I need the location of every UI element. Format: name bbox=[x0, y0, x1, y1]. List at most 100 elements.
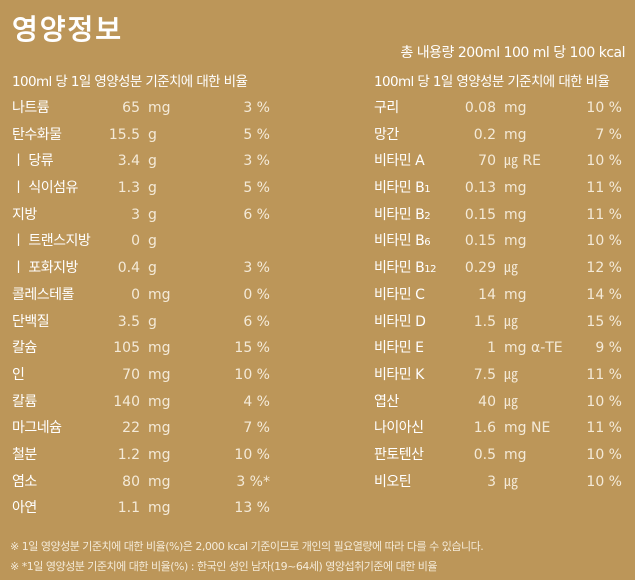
nutrient-name-text: 비타민 E bbox=[374, 340, 424, 357]
nutrient-amount: 65 bbox=[122, 100, 140, 116]
nutrient-name-text: 지방 bbox=[12, 206, 37, 223]
nutrient-row: 인 70 mg 10 % bbox=[12, 363, 272, 390]
nutrient-name: 판토텐산 bbox=[374, 443, 424, 469]
nutrient-amount: 80 bbox=[122, 473, 140, 490]
nutrient-row: 단백질 3.5 g 6 % bbox=[12, 310, 272, 337]
nutrient-percent: 15 % bbox=[586, 313, 622, 330]
nutrient-row: 염소 80 mg 3 %* bbox=[12, 470, 272, 497]
nutrient-amount: 1.2 bbox=[117, 446, 140, 463]
nutrient-amount: 0.29 bbox=[464, 260, 496, 277]
nutrient-amount: 3 bbox=[487, 473, 496, 490]
footnote: ※ *1일 영양성분 기준치에 대한 비율(%) : 한국인 성인 남자(19~… bbox=[10, 560, 438, 573]
nutrient-unit: g bbox=[148, 180, 157, 197]
nutrient-name-text: 철분 bbox=[12, 446, 37, 463]
nutrient-row: 비타민 B12 0.29 ㎍ 12 % bbox=[374, 256, 629, 283]
nutrient-row: 지방 3 g 6 % bbox=[12, 203, 272, 230]
nutrient-name-text: ㅣ 당류 bbox=[12, 153, 54, 170]
nutrient-name: 나트륨 bbox=[12, 96, 50, 122]
nutrient-name-text: 콜레스테롤 bbox=[12, 286, 74, 303]
nutrient-name-text: 망간 bbox=[374, 126, 399, 143]
nutrient-unit: mg bbox=[148, 340, 171, 357]
nutrient-row: 철분 1.2 mg 10 % bbox=[12, 443, 272, 470]
nutrient-amount: 70 bbox=[122, 366, 140, 383]
nutrient-name-text: 아연 bbox=[12, 500, 37, 517]
nutrient-row: 칼슘 105 mg 15 % bbox=[12, 336, 272, 363]
nutrient-percent: 9 % bbox=[595, 340, 622, 357]
total-content: 총 내용량 200ml 100 ml 당 100 kcal bbox=[400, 45, 625, 61]
nutrient-percent: 3 % bbox=[243, 100, 270, 116]
nutrient-name: 나이아신 bbox=[374, 416, 424, 442]
nutrient-name-text: 단백질 bbox=[12, 313, 50, 330]
nutrient-percent: 14 % bbox=[586, 286, 622, 303]
nutrient-row: ㅣ 식이섬유 1.3 g 5 % bbox=[12, 176, 272, 203]
nutrient-percent: 5 % bbox=[243, 180, 270, 197]
nutrient-name-text: 비타민 B bbox=[374, 180, 425, 197]
nutrient-amount: 15.5 bbox=[108, 126, 140, 143]
nutrient-name: 비타민 A bbox=[374, 149, 425, 175]
nutrient-row: 칼륨 140 mg 4 % bbox=[12, 390, 272, 417]
nutrient-percent: 7 % bbox=[243, 420, 270, 437]
nutrient-unit: mg bbox=[148, 500, 171, 517]
nutrient-percent: 11 % bbox=[586, 420, 622, 437]
nutrient-amount: 0.5 bbox=[473, 446, 496, 463]
nutrient-amount: 40 bbox=[478, 393, 496, 410]
nutrient-name-text: 비타민 K bbox=[374, 366, 424, 383]
nutrient-name-text: 비오틴 bbox=[374, 473, 412, 490]
nutrient-row: 비타민 B1 0.13 mg 11 % bbox=[374, 176, 629, 203]
nutrient-row: 비타민 D 1.5 ㎍ 15 % bbox=[374, 310, 629, 337]
nutrient-name-text: 나이아신 bbox=[374, 420, 424, 437]
nutrient-row: 비타민 E 1 mg α-TE 9 % bbox=[374, 336, 629, 363]
nutrient-unit: mg bbox=[504, 100, 527, 116]
nutrient-amount: 1.1 bbox=[117, 500, 140, 517]
nutrient-amount: 105 bbox=[113, 340, 140, 357]
nutrient-row: 비오틴 3 ㎍ 10 % bbox=[374, 470, 629, 497]
nutrient-name-text: 탄수화물 bbox=[12, 126, 62, 143]
nutrient-unit: ㎍ RE bbox=[504, 153, 542, 170]
nutrient-name-subscript: 2 bbox=[424, 210, 431, 222]
nutrient-unit: ㎍ bbox=[504, 393, 518, 410]
nutrient-amount: 0 bbox=[131, 286, 140, 303]
nutrient-unit: mg bbox=[148, 446, 171, 463]
nutrient-name: ㅣ 포화지방 bbox=[12, 256, 78, 282]
nutrient-percent: 10 % bbox=[234, 446, 270, 463]
nutrient-unit: ㎍ bbox=[504, 313, 518, 330]
nutrient-row: 아연 1.1 mg 13 % bbox=[12, 496, 272, 523]
nutrient-percent: 11 % bbox=[586, 366, 622, 383]
nutrient-unit: mg bbox=[148, 100, 171, 116]
nutrient-percent: 10 % bbox=[586, 393, 622, 410]
nutrient-amount: 70 bbox=[478, 153, 496, 170]
nutrient-name: 염소 bbox=[12, 470, 37, 496]
nutrient-percent: 3 % bbox=[243, 153, 270, 170]
nutrient-amount: 3 bbox=[131, 206, 140, 223]
nutrient-amount: 0.08 bbox=[464, 100, 496, 116]
nutrient-percent: 4 % bbox=[243, 393, 270, 410]
nutrient-row: 나트륨 65 mg 3 % bbox=[12, 96, 272, 123]
nutrient-amount: 1.5 bbox=[473, 313, 496, 330]
nutrient-name-text: 칼륨 bbox=[12, 393, 37, 410]
nutrient-amount: 3.4 bbox=[117, 153, 140, 170]
nutrient-name: 아연 bbox=[12, 496, 37, 522]
footnotes: ※ 1일 영양성분 기준치에 대한 비율(%)은 2,000 kcal 기준이므… bbox=[10, 537, 484, 577]
nutrient-name: 비타민 C bbox=[374, 283, 425, 309]
nutrient-name: 엽산 bbox=[374, 390, 399, 416]
nutrient-amount: 0 bbox=[131, 233, 140, 250]
nutrient-name: 콜레스테롤 bbox=[12, 283, 74, 309]
nutrient-percent: 11 % bbox=[586, 180, 622, 197]
nutrient-name: 철분 bbox=[12, 443, 37, 469]
nutrient-unit: mg bbox=[504, 446, 527, 463]
nutrient-percent: 10 % bbox=[234, 366, 270, 383]
nutrient-name-text: 비타민 B bbox=[374, 233, 425, 250]
nutrient-unit: mg bbox=[148, 393, 171, 410]
header-right: 100ml 당 1일 영양성분 기준치에 대한 비율 bbox=[374, 74, 610, 90]
nutrient-row: ㅣ 포화지방 0.4 g 3 % bbox=[12, 256, 272, 283]
nutrient-amount: 1 bbox=[487, 340, 496, 357]
nutrient-name-subscript: 1 bbox=[424, 184, 431, 196]
nutrient-percent: 3 % bbox=[243, 260, 270, 277]
nutrient-percent: 12 % bbox=[586, 260, 622, 277]
nutrient-name-text: 비타민 B bbox=[374, 260, 425, 277]
nutrient-percent: 0 % bbox=[243, 286, 270, 303]
nutrient-unit: ㎍ bbox=[504, 260, 518, 277]
nutrient-unit: mg bbox=[148, 473, 171, 490]
nutrient-name: 망간 bbox=[374, 123, 399, 149]
nutrient-list-right: 구리 0.08 mg 10 % 망간 0.2 mg 7 % 비타민 A 70 ㎍ R… bbox=[374, 96, 629, 496]
